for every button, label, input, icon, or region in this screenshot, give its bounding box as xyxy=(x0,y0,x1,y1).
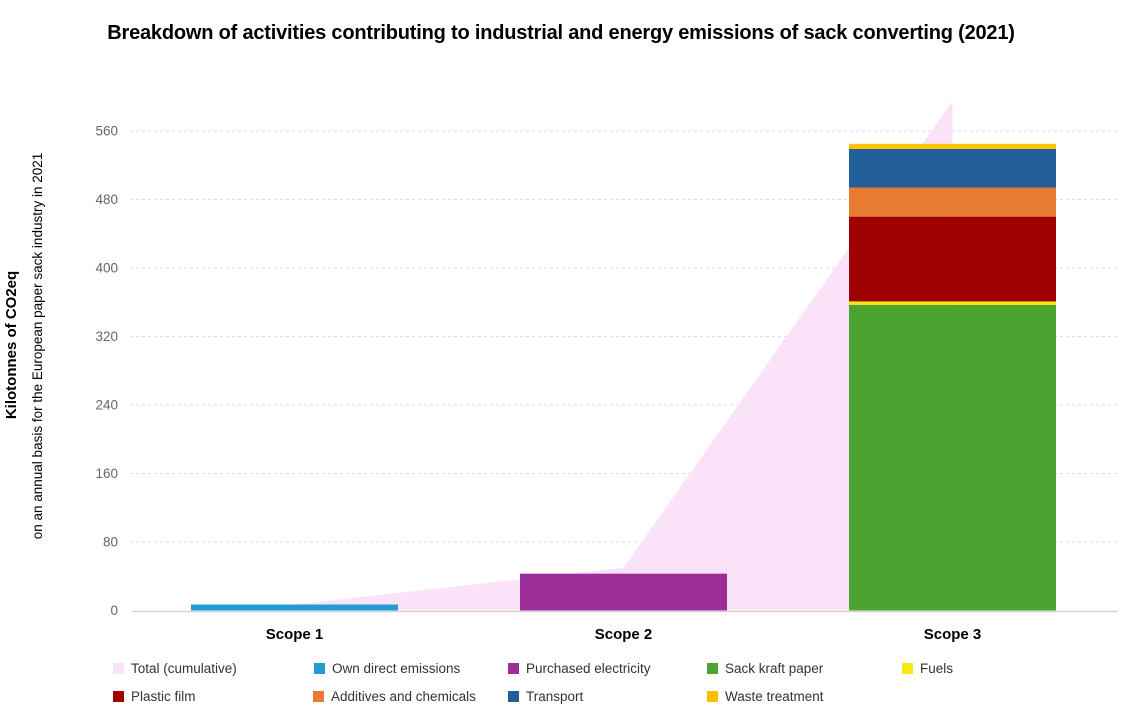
legend-label: Purchased electricity xyxy=(526,660,651,676)
legend-item-plastic-film: Plastic film xyxy=(113,688,196,704)
bar-segment-transport xyxy=(849,148,1056,188)
y-tick-label: 320 xyxy=(95,329,118,344)
bar-segment-waste-treatment xyxy=(849,143,1056,149)
legend-item-additives-and-chemicals: Additives and chemicals xyxy=(313,688,476,704)
y-tick-label: 480 xyxy=(95,192,118,207)
legend-item-purchased-electricity: Purchased electricity xyxy=(508,660,651,676)
legend-swatch-own-direct-emissions xyxy=(314,662,325,674)
legend-label: Total (cumulative) xyxy=(131,660,237,676)
chart-plot-area: 0 80 160 240 320 400 480 560 Scope 1 Scope 2 Scope… xyxy=(95,101,1117,643)
x-category-label-scope-1: Scope 1 xyxy=(266,626,324,643)
legend-swatch-transport xyxy=(508,690,519,702)
legend-label: Own direct emissions xyxy=(332,660,461,676)
y-tick-label: 0 xyxy=(110,603,118,618)
bar-segment-own-direct-emissions xyxy=(191,604,398,611)
legend-label: Plastic film xyxy=(131,688,196,704)
legend-swatch-fuels xyxy=(902,662,913,674)
legend-item-total-cumulative-: Total (cumulative) xyxy=(113,660,237,676)
legend-swatch-waste-treatment xyxy=(707,690,718,702)
legend-swatch-plastic-film xyxy=(113,690,124,702)
legend-label: Transport xyxy=(526,688,584,704)
bar-segment-sack-kraft-paper xyxy=(849,304,1056,611)
legend-label: Sack kraft paper xyxy=(725,660,824,676)
y-tick-label: 240 xyxy=(95,398,118,413)
x-category-label-scope-3: Scope 3 xyxy=(924,626,982,643)
bar-segment-fuels xyxy=(849,301,1056,305)
legend-item-transport: Transport xyxy=(508,688,583,704)
legend-label: Additives and chemicals xyxy=(331,688,476,704)
y-tick-label: 400 xyxy=(95,261,118,276)
legend-swatch-total-cumulative- xyxy=(113,662,124,674)
legend-swatch-sack-kraft-paper xyxy=(707,662,718,674)
bar-segment-purchased-electricity xyxy=(520,573,727,611)
chart-title: Breakdown of activities contributing to … xyxy=(107,22,1015,44)
legend-label: Fuels xyxy=(920,660,954,676)
y-tick-label: 560 xyxy=(95,124,118,139)
y-tick-label: 80 xyxy=(103,535,118,550)
y-tick-label: 160 xyxy=(95,466,118,481)
legend-swatch-additives-and-chemicals xyxy=(313,690,324,702)
legend-item-fuels: Fuels xyxy=(902,660,953,676)
legend-swatch-purchased-electricity xyxy=(508,662,519,674)
x-category-label-scope-2: Scope 2 xyxy=(595,626,653,643)
cumulative-area-total-cumulative- xyxy=(294,101,953,611)
legend-item-sack-kraft-paper: Sack kraft paper xyxy=(707,660,823,676)
legend-item-own-direct-emissions: Own direct emissions xyxy=(314,660,460,676)
bar-segment-additives-and-chemicals xyxy=(849,187,1056,217)
legend-label: Waste treatment xyxy=(725,688,824,704)
bar-segment-plastic-film xyxy=(849,216,1056,302)
legend-item-waste-treatment: Waste treatment xyxy=(707,688,824,704)
